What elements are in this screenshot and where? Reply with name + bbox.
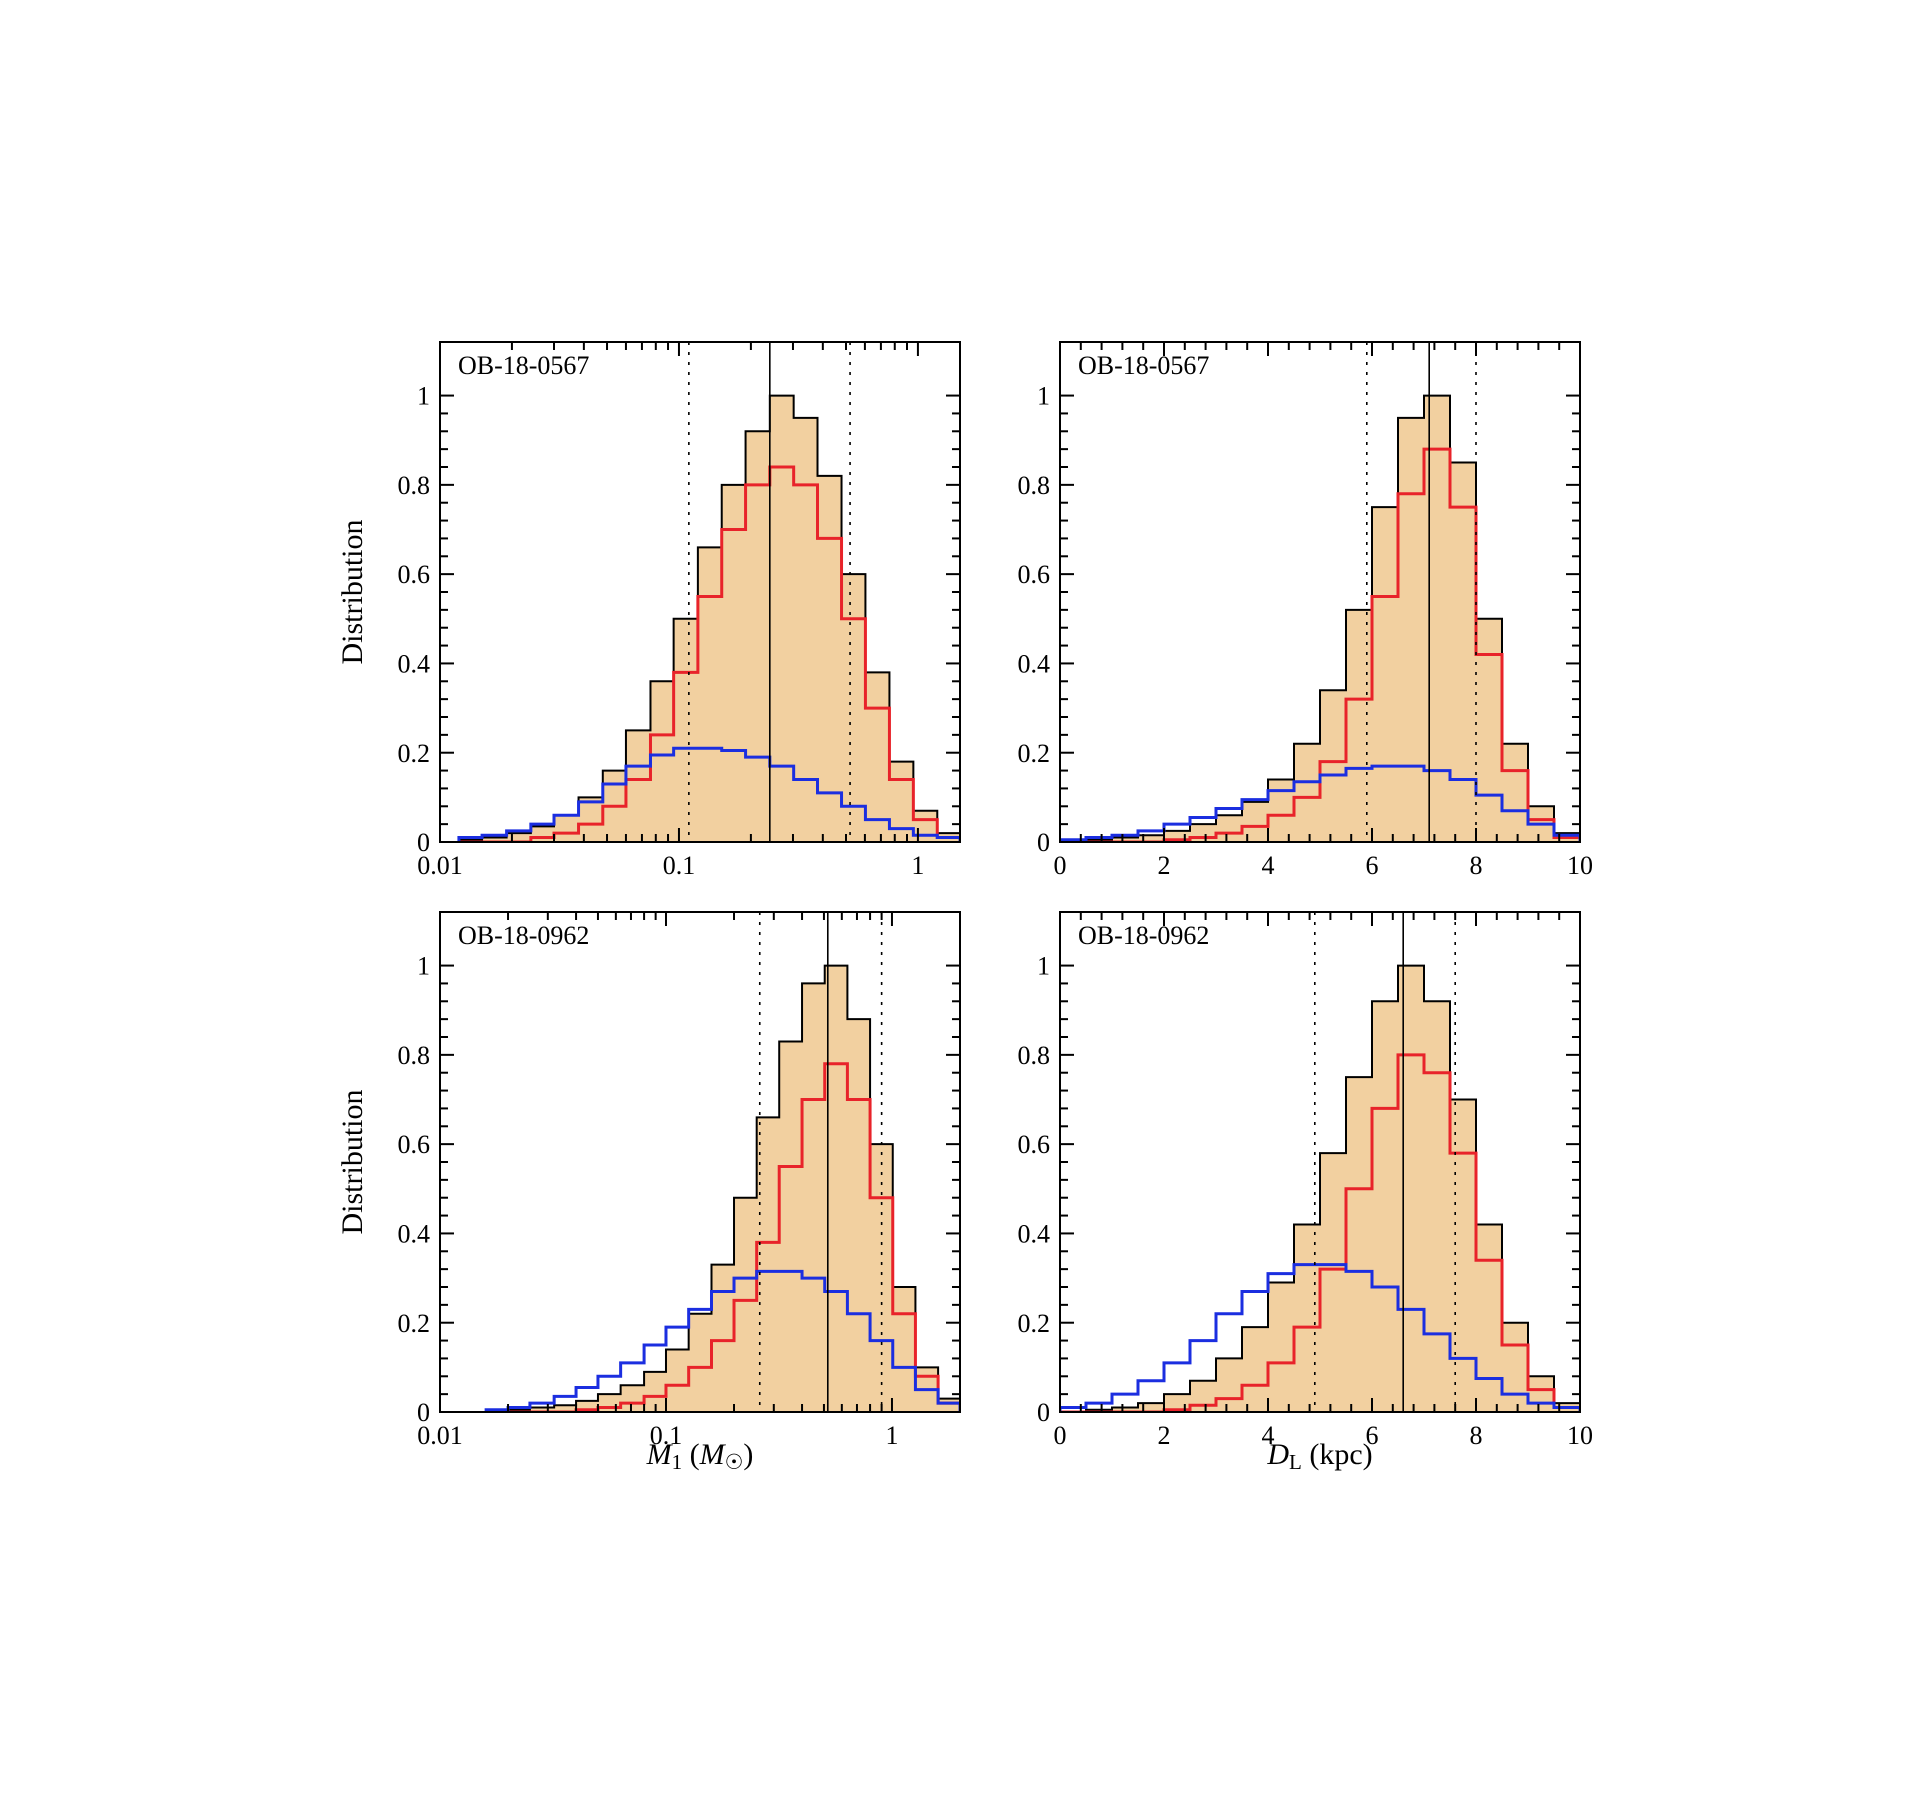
ylabel: Distribution [336, 519, 369, 664]
ytick-label: 0.4 [1018, 649, 1051, 678]
panel-p11: 024681000.20.40.60.81OB-18-0962 [1018, 912, 1594, 1450]
figure-root: 0.010.1100.20.40.60.81DistributionOB-18-… [320, 302, 1600, 1512]
xtick-label: 1 [911, 851, 924, 880]
xtick-label: 2 [1158, 851, 1171, 880]
ytick-label: 0 [1037, 828, 1050, 857]
ytick-label: 1 [1037, 381, 1050, 410]
ytick-label: 0.6 [398, 560, 431, 589]
filled-hist [459, 395, 960, 841]
panel-title: OB-18-0567 [458, 351, 589, 380]
xtick-label: 0 [1054, 851, 1067, 880]
xtick-label: 8 [1470, 1421, 1483, 1450]
ytick-label: 0.2 [398, 1308, 431, 1337]
ytick-label: 0.4 [398, 1219, 431, 1248]
ytick-label: 0 [1037, 1398, 1050, 1427]
ytick-label: 0.2 [1018, 1308, 1051, 1337]
panel-title: OB-18-0962 [458, 921, 589, 950]
ytick-label: 0.8 [398, 1040, 431, 1069]
ytick-label: 1 [417, 381, 430, 410]
panel-p10: 0.010.1100.20.40.60.81DistributionOB-18-… [336, 912, 960, 1450]
ytick-label: 0.8 [398, 470, 431, 499]
ytick-label: 0.6 [398, 1130, 431, 1159]
xtick-label: 0 [1054, 1421, 1067, 1450]
ytick-label: 1 [1037, 951, 1050, 980]
ytick-label: 0.8 [1018, 470, 1051, 499]
panel-p01: 0 2 4 6 8 10 0 0.2 0.4 0.6 0.8 1 OB-18-0567 [1018, 342, 1594, 880]
ytick-label: 0.8 [1018, 1040, 1051, 1069]
xtick-label: 10 [1567, 851, 1593, 880]
ytick-label: 0.6 [1018, 1130, 1051, 1159]
ytick-label: 0.2 [1018, 738, 1051, 767]
xtick-label: 6 [1366, 851, 1379, 880]
xlabel-right: DL (kpc) [1266, 1438, 1372, 1474]
panel-p00: 0.010.1100.20.40.60.81DistributionOB-18-… [336, 342, 960, 880]
ytick-label: 0.4 [398, 649, 431, 678]
ytick-label: 0 [417, 828, 430, 857]
xtick-label: 2 [1158, 1421, 1171, 1450]
filled-hist [486, 965, 960, 1411]
ylabel: Distribution [336, 1089, 369, 1234]
ytick-label: 0.2 [398, 738, 431, 767]
xtick-label: 4 [1262, 851, 1275, 880]
figure-svg: 0.010.1100.20.40.60.81DistributionOB-18-… [320, 302, 1600, 1512]
xtick-label: 8 [1470, 851, 1483, 880]
xtick-label: 1 [885, 1421, 898, 1450]
panel-title: OB-18-0567 [1078, 351, 1209, 380]
ytick-label: 0.4 [1018, 1219, 1051, 1248]
xlabel-left: M1 (M☉) [646, 1438, 754, 1474]
xtick-label: 0.1 [663, 851, 696, 880]
ytick-label: 1 [417, 951, 430, 980]
ytick-label: 0 [417, 1398, 430, 1427]
ytick-label: 0.6 [1018, 560, 1051, 589]
xtick-label: 10 [1567, 1421, 1593, 1450]
panel-title: OB-18-0962 [1078, 921, 1209, 950]
